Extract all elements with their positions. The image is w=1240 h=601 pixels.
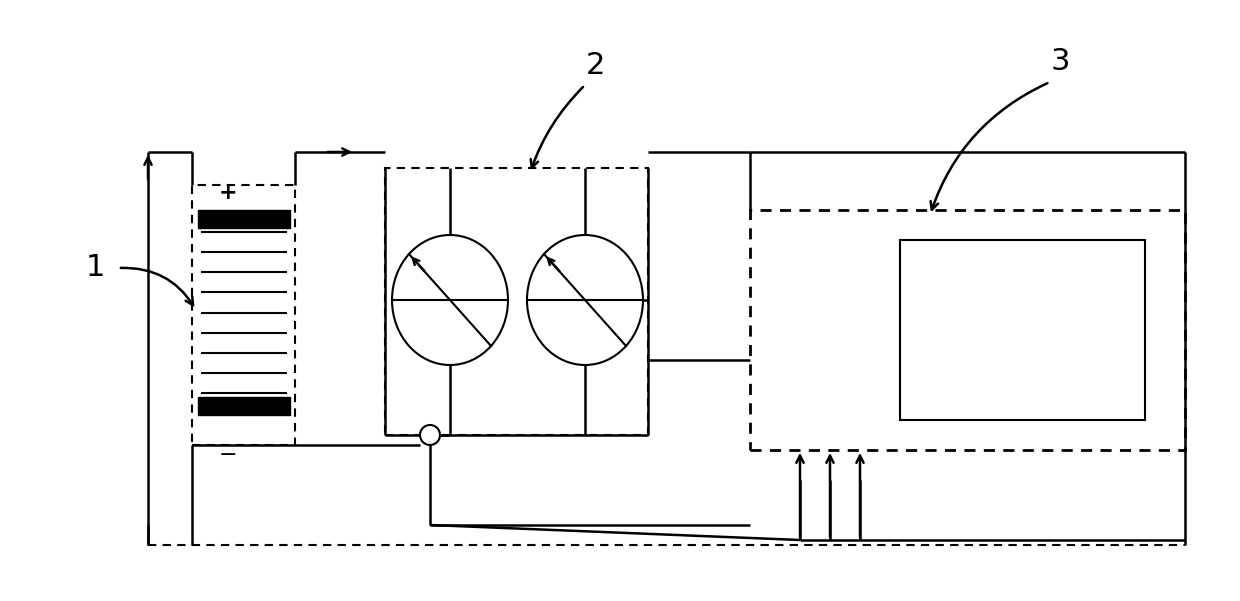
Ellipse shape — [392, 235, 508, 365]
Text: +: + — [218, 183, 237, 203]
Text: 3: 3 — [1050, 47, 1070, 76]
Circle shape — [420, 425, 440, 445]
Bar — [192, 185, 295, 445]
Bar — [384, 168, 649, 435]
Text: 2: 2 — [585, 50, 605, 79]
Text: 1: 1 — [86, 254, 104, 282]
Text: −: − — [218, 445, 237, 465]
Bar — [900, 240, 1145, 420]
Bar — [750, 210, 1185, 450]
Ellipse shape — [527, 235, 644, 365]
